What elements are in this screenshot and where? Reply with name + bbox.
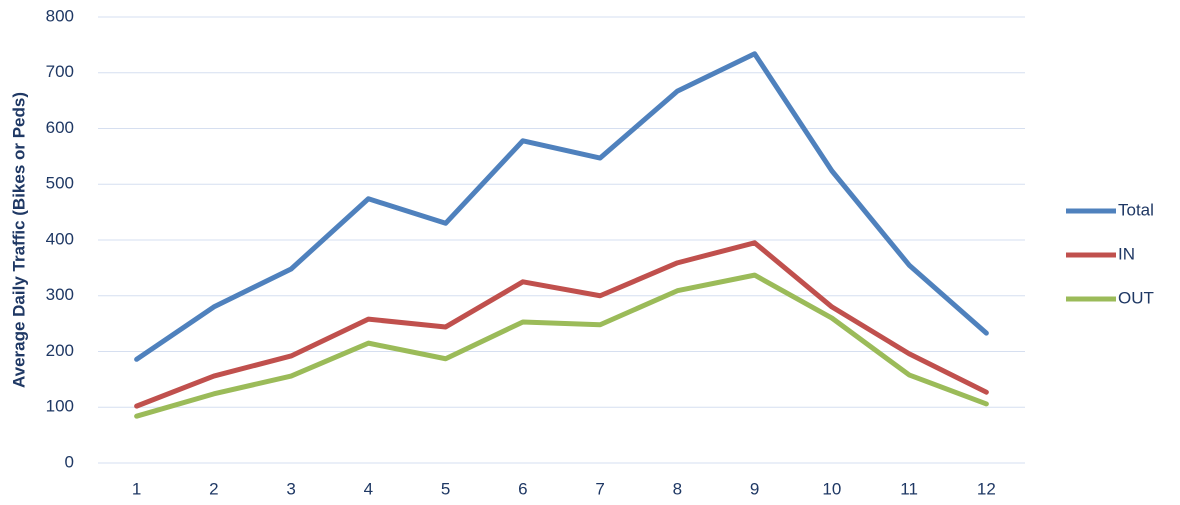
x-tick-label: 1: [132, 479, 141, 498]
x-tick-label: 9: [750, 479, 759, 498]
legend-label: OUT: [1118, 288, 1154, 307]
x-tick-label: 8: [673, 479, 682, 498]
legend-label: Total: [1118, 200, 1154, 219]
x-tick-label: 5: [441, 479, 450, 498]
y-tick-label: 500: [46, 174, 74, 193]
y-tick-label: 700: [46, 62, 74, 81]
y-axis-title: Average Daily Traffic (Bikes or Peds): [9, 92, 28, 388]
x-tick-label: 4: [364, 479, 373, 498]
x-tick-label: 6: [518, 479, 527, 498]
y-tick-label: 100: [46, 397, 74, 416]
series-line: [134, 240, 989, 409]
x-tick-label: 10: [822, 479, 841, 498]
y-tick-label: 200: [46, 341, 74, 360]
y-tick-label: 0: [65, 452, 74, 471]
legend-label: IN: [1118, 244, 1135, 263]
x-tick-label: 12: [977, 479, 996, 498]
x-tick-label: 3: [286, 479, 295, 498]
y-tick-label: 400: [46, 229, 74, 248]
series-line: [134, 272, 989, 419]
x-tick-label: 7: [595, 479, 604, 498]
y-tick-label: 600: [46, 118, 74, 137]
x-tick-label: 11: [900, 479, 918, 498]
series-line: [134, 51, 989, 362]
x-tick-label: 2: [209, 479, 218, 498]
y-tick-label: 300: [46, 285, 74, 304]
y-tick-label: 800: [46, 6, 74, 25]
